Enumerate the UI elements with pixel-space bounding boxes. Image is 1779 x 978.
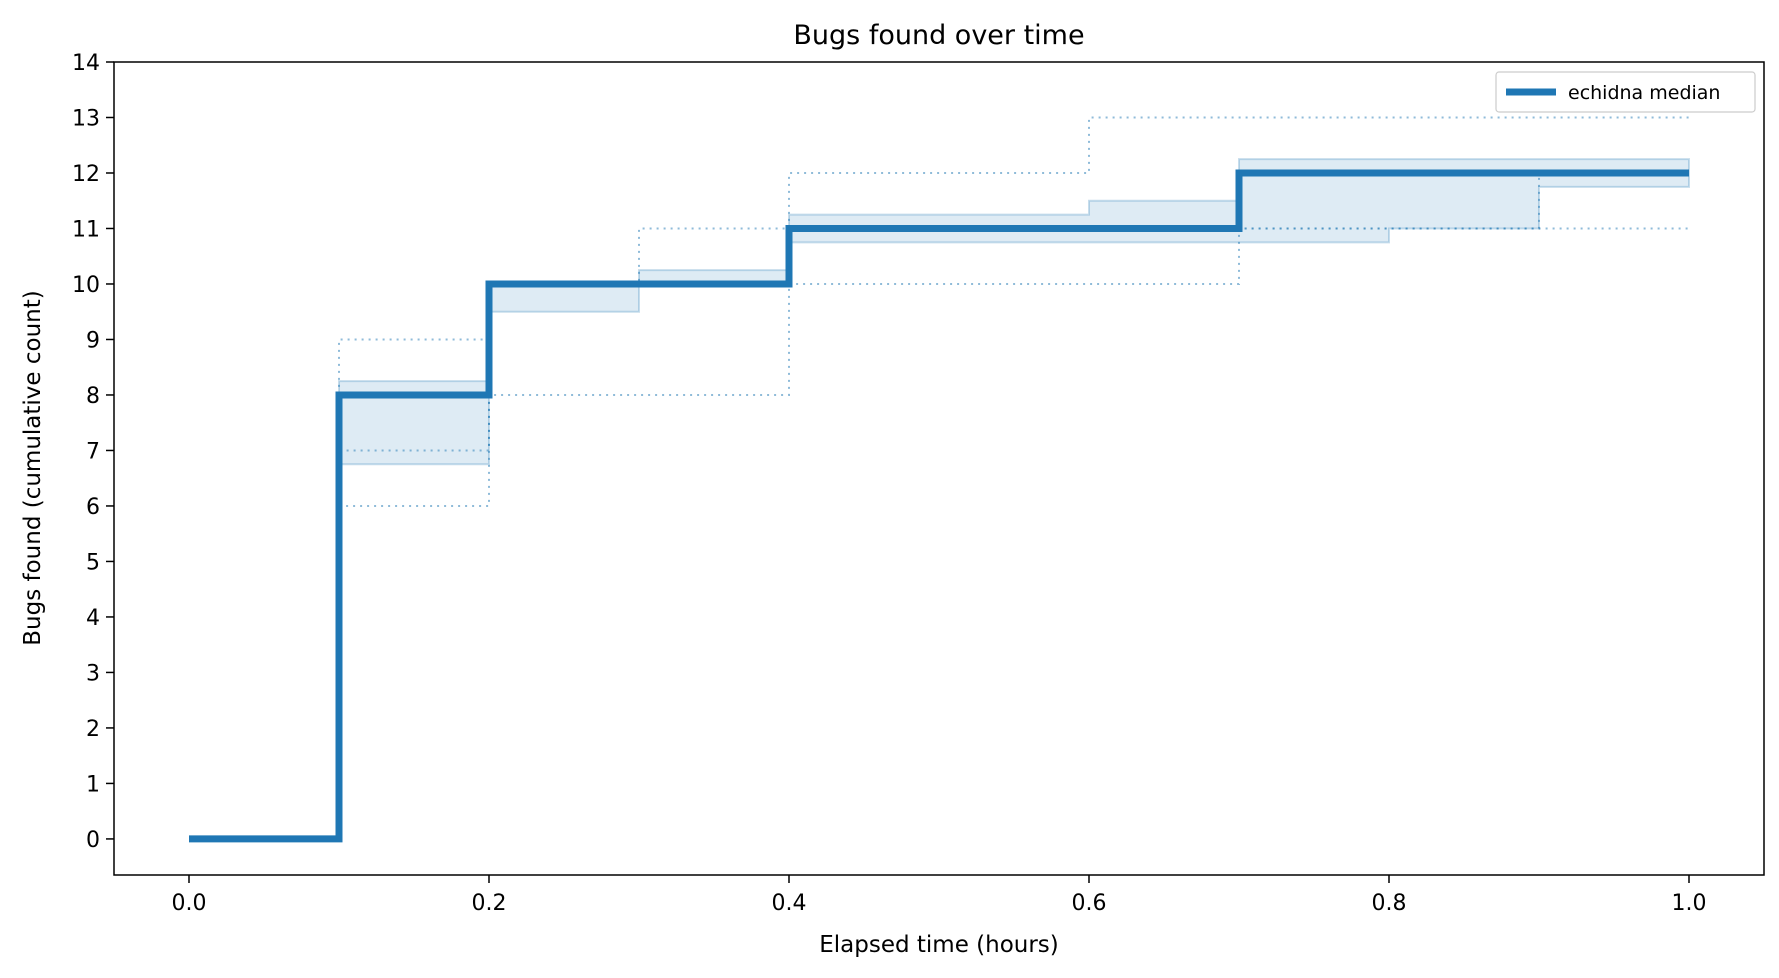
run-line-2 bbox=[189, 227, 1689, 840]
y-tick-label: 0 bbox=[86, 828, 100, 853]
y-tick-label: 11 bbox=[72, 217, 100, 242]
y-tick-label: 4 bbox=[86, 606, 100, 631]
x-axis: 0.0 0.2 0.4 0.6 0.8 1.0 bbox=[172, 875, 1707, 916]
x-tick-label: 0.6 bbox=[1072, 891, 1107, 916]
run-line-3 bbox=[189, 172, 1689, 840]
median-line bbox=[189, 169, 1689, 843]
y-tick-label: 7 bbox=[86, 439, 100, 464]
legend: echidna median bbox=[1495, 71, 1756, 113]
y-tick-label: 1 bbox=[86, 772, 100, 797]
y-tick-label: 9 bbox=[86, 328, 100, 353]
x-tick-label: 1.0 bbox=[1672, 891, 1707, 916]
y-tick-label: 12 bbox=[72, 162, 100, 187]
y-tick-label: 13 bbox=[72, 106, 100, 131]
median-line-layer bbox=[189, 169, 1689, 843]
chart-title: Bugs found over time bbox=[793, 20, 1084, 51]
legend-box bbox=[1495, 71, 1756, 113]
legend-label-echidna-median: echidna median bbox=[1568, 82, 1720, 104]
x-axis-title: Elapsed time (hours) bbox=[819, 932, 1059, 958]
x-tick-label: 0.2 bbox=[472, 891, 507, 916]
x-tick-label: 0.8 bbox=[1372, 891, 1407, 916]
y-tick-label: 10 bbox=[72, 273, 100, 298]
y-tick-label: 5 bbox=[86, 550, 100, 575]
run-lines-layer bbox=[189, 116, 1689, 840]
y-tick-label: 14 bbox=[72, 51, 100, 76]
plot-frame bbox=[113, 61, 1765, 876]
y-tick-label: 2 bbox=[86, 717, 100, 742]
x-tick-label: 0.0 bbox=[172, 891, 207, 916]
x-tick-label: 0.4 bbox=[772, 891, 807, 916]
y-tick-label: 3 bbox=[86, 661, 100, 686]
y-tick-label: 6 bbox=[86, 495, 100, 520]
y-axis-title: Bugs found (cumulative count) bbox=[20, 290, 46, 646]
y-tick-label: 8 bbox=[86, 384, 100, 409]
